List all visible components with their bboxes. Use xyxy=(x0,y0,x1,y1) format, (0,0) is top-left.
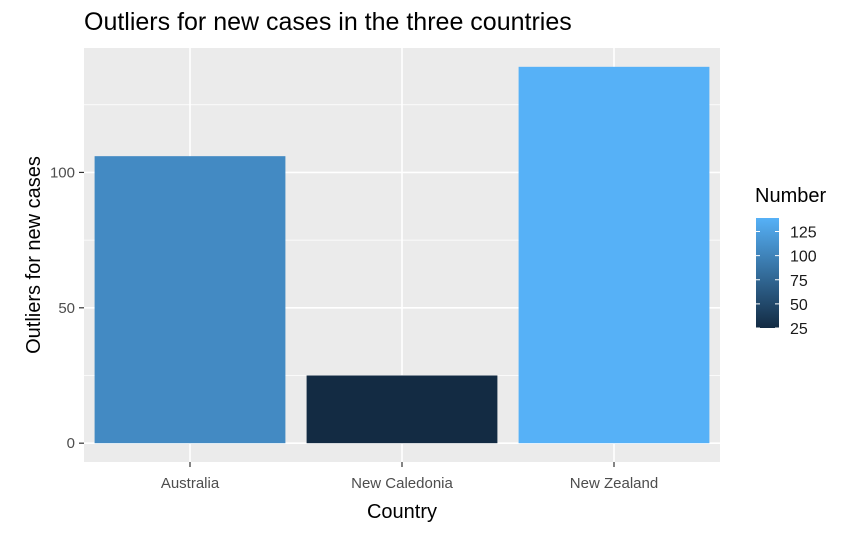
bars xyxy=(94,66,710,444)
legend-tick-label: 100 xyxy=(790,249,817,266)
y-tick-label: 100 xyxy=(50,164,75,181)
legend-colorbar xyxy=(756,218,779,328)
y-tick-label: 50 xyxy=(58,300,75,317)
y-axis: 0 50 100 xyxy=(50,164,84,452)
y-axis-title: Outliers for new cases xyxy=(23,156,45,354)
x-axis: Australia New Caledonia New Zealand xyxy=(161,462,658,492)
x-tick-label: Australia xyxy=(161,475,220,492)
bar-new-caledonia xyxy=(306,375,498,444)
legend-tick-label: 25 xyxy=(790,321,808,338)
legend-tick-label: 125 xyxy=(790,225,817,242)
x-tick-label: New Zealand xyxy=(570,475,658,492)
y-tick-label: 0 xyxy=(67,435,75,452)
x-tick-label: New Caledonia xyxy=(351,475,453,492)
bar-new-zealand xyxy=(518,66,710,444)
legend-ticks: 25 50 75 100 125 xyxy=(756,225,817,338)
legend: Number 25 50 75 100 125 xyxy=(755,185,826,338)
legend-tick-label: 75 xyxy=(790,273,808,290)
legend-tick-label: 50 xyxy=(790,297,808,314)
x-axis-title: Country xyxy=(367,501,437,523)
chart-title: Outliers for new cases in the three coun… xyxy=(84,8,572,36)
bar-australia xyxy=(94,156,286,444)
legend-title: Number xyxy=(755,185,826,207)
